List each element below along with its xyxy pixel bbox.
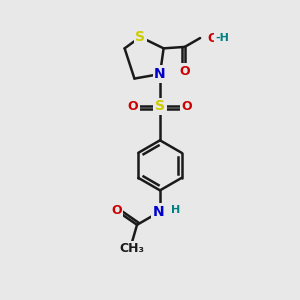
Text: H: H bbox=[171, 205, 180, 215]
Text: O: O bbox=[182, 100, 192, 113]
Text: -H: -H bbox=[215, 33, 229, 43]
Text: N: N bbox=[154, 67, 166, 81]
Text: N: N bbox=[153, 205, 164, 219]
Text: O: O bbox=[179, 65, 190, 78]
Text: CH₃: CH₃ bbox=[119, 242, 144, 256]
Text: O: O bbox=[111, 204, 122, 217]
Text: O: O bbox=[128, 100, 138, 113]
Text: S: S bbox=[135, 30, 145, 44]
Text: O: O bbox=[208, 32, 218, 44]
Text: S: S bbox=[155, 100, 165, 113]
